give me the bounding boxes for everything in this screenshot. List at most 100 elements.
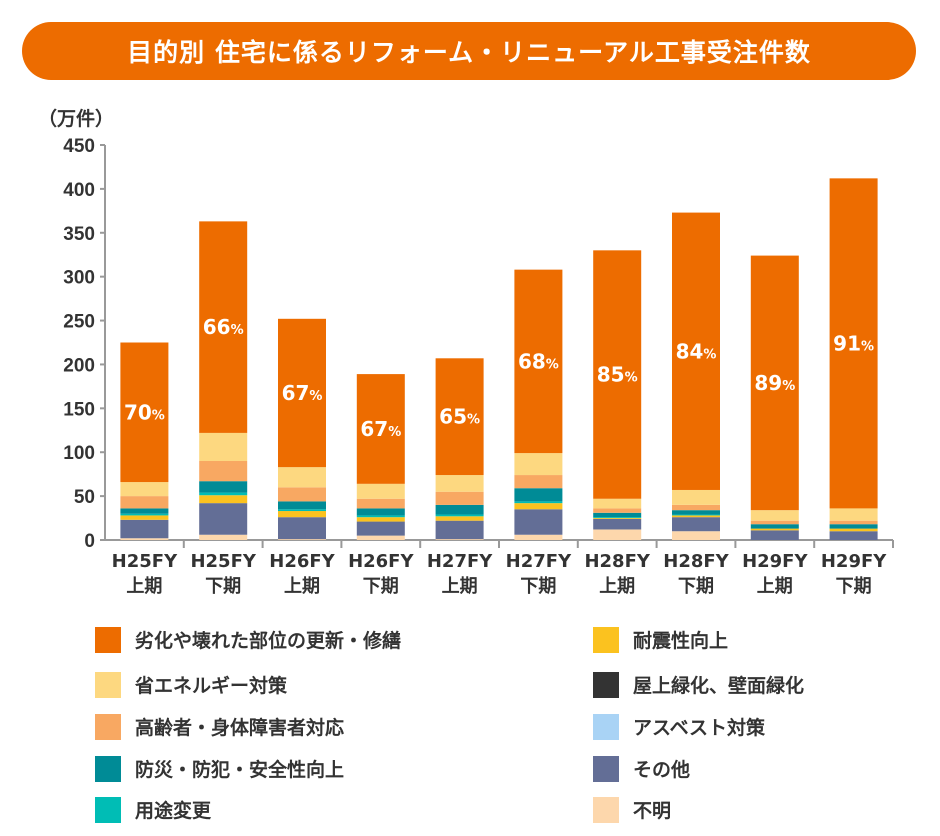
bar-segment: [672, 510, 720, 515]
bar-segment: [514, 453, 563, 476]
bar-segment: [672, 531, 720, 540]
legend-item: 屋上緑化、壁面緑化: [593, 671, 804, 698]
bar-segment: [356, 483, 405, 499]
legend-swatch: [593, 755, 619, 782]
legend-label: アスベスト対策: [633, 717, 766, 739]
x-tick-label: 上期: [442, 576, 478, 597]
bar-segment: [435, 539, 484, 540]
bar-segment: [356, 535, 405, 540]
bar-segment: [593, 498, 642, 509]
legend-item: 防災・防犯・安全性向上: [95, 755, 344, 782]
bar-segment: [278, 511, 326, 518]
bar-segment: [672, 517, 720, 532]
bar-segment: [199, 534, 248, 540]
legend-swatch: [593, 671, 619, 698]
legend-item: 耐震性向上: [593, 626, 728, 653]
x-tick-label: 上期: [599, 576, 635, 597]
bar-segment: [435, 516, 484, 521]
bar-segment: [120, 482, 169, 497]
bar-segment: [750, 510, 799, 521]
bar-segment: [514, 488, 563, 502]
data-label: 65%: [439, 405, 480, 429]
x-tick-label: 下期: [205, 576, 241, 597]
data-label: 89%: [754, 371, 795, 395]
legend-label: 耐震性向上: [633, 630, 729, 652]
bar-segment: [435, 520, 484, 540]
legend-label: その他: [633, 759, 691, 781]
bar-segment: [593, 517, 642, 519]
x-tick-label: H28FY: [663, 551, 729, 572]
bar-segment: [120, 513, 169, 516]
bar-segment: [750, 524, 799, 529]
bar-segment: [199, 432, 248, 461]
x-tick-label: 上期: [757, 576, 793, 597]
y-tick-label: 200: [63, 355, 95, 376]
legend-label: 省エネルギー対策: [135, 675, 288, 697]
bar-segment: [829, 508, 878, 521]
bar-segment: [829, 524, 878, 529]
bar-segment: [672, 212, 720, 490]
bar-segment: [278, 487, 326, 502]
legend-item: アスベスト対策: [593, 713, 765, 740]
bar-segment: [750, 528, 799, 531]
bar-segment: [750, 255, 799, 511]
bar-segment: [120, 519, 169, 539]
x-tick-label: 上期: [126, 576, 162, 597]
bar-segment: [199, 495, 248, 504]
bar-segment: [356, 515, 405, 518]
legend-swatch: [95, 626, 121, 653]
bar-segment: [514, 534, 563, 540]
bar-segment: [120, 342, 169, 483]
x-tick-label: H25FY: [112, 551, 178, 572]
bar-segment: [829, 178, 878, 509]
bar-segment: [356, 374, 405, 484]
legend-label: 防災・防犯・安全性向上: [135, 759, 345, 781]
bar-segment: [278, 509, 326, 512]
bar-segment: [750, 530, 799, 540]
data-label: 67%: [282, 381, 323, 405]
bar-segment: [672, 514, 720, 516]
bar-segment: [435, 475, 484, 492]
y-tick-label: 150: [63, 399, 95, 420]
x-tick-label: H27FY: [506, 551, 572, 572]
y-tick-label: 0: [84, 531, 95, 552]
bar-segment: [829, 520, 878, 525]
x-tick-label: H25FY: [190, 551, 256, 572]
bar-segment: [120, 515, 169, 520]
bar-segment: [199, 481, 248, 493]
data-label: 67%: [360, 417, 401, 441]
bar-segment: [199, 221, 248, 433]
legend-label: 高齢者・身体障害者対応: [135, 717, 345, 739]
bar-segment: [278, 318, 326, 468]
bar-segment: [593, 250, 642, 499]
legend-swatch: [593, 713, 619, 740]
chart-title: 目的別 住宅に係るリフォーム・リニューアル工事受注件数: [22, 22, 916, 80]
bar-segment: [593, 512, 642, 518]
bar-segment: [120, 508, 169, 514]
bar-segment: [199, 503, 248, 535]
x-tick-label: 下期: [678, 576, 714, 597]
bar-segment: [120, 538, 169, 540]
legend-item: 省エネルギー対策: [95, 671, 287, 698]
data-label: 66%: [203, 315, 244, 339]
x-tick-label: H28FY: [584, 551, 650, 572]
bar-segment: [199, 492, 248, 496]
bar-segment: [356, 521, 405, 536]
legend-label: 不明: [633, 800, 672, 822]
bar-segment: [278, 539, 326, 540]
bar-segment: [435, 504, 484, 515]
bar-segment: [593, 518, 642, 519]
legend-swatch: [95, 755, 121, 782]
legend-label: 劣化や壊れた部位の更新・修繕: [135, 630, 402, 652]
legend-item: 用途変更: [95, 796, 211, 823]
y-tick-label: 100: [63, 443, 95, 464]
y-axis-label: （万件）: [38, 108, 115, 130]
y-tick-label: 400: [63, 180, 95, 201]
legend-item: 劣化や壊れた部位の更新・修繕: [95, 626, 401, 653]
x-tick-label: H26FY: [348, 551, 414, 572]
bar-segment: [672, 515, 720, 518]
legend-item: その他: [593, 755, 690, 782]
x-tick-label: 上期: [284, 576, 320, 597]
legend-label: 屋上緑化、壁面緑化: [633, 675, 805, 697]
data-label: 68%: [518, 349, 559, 373]
